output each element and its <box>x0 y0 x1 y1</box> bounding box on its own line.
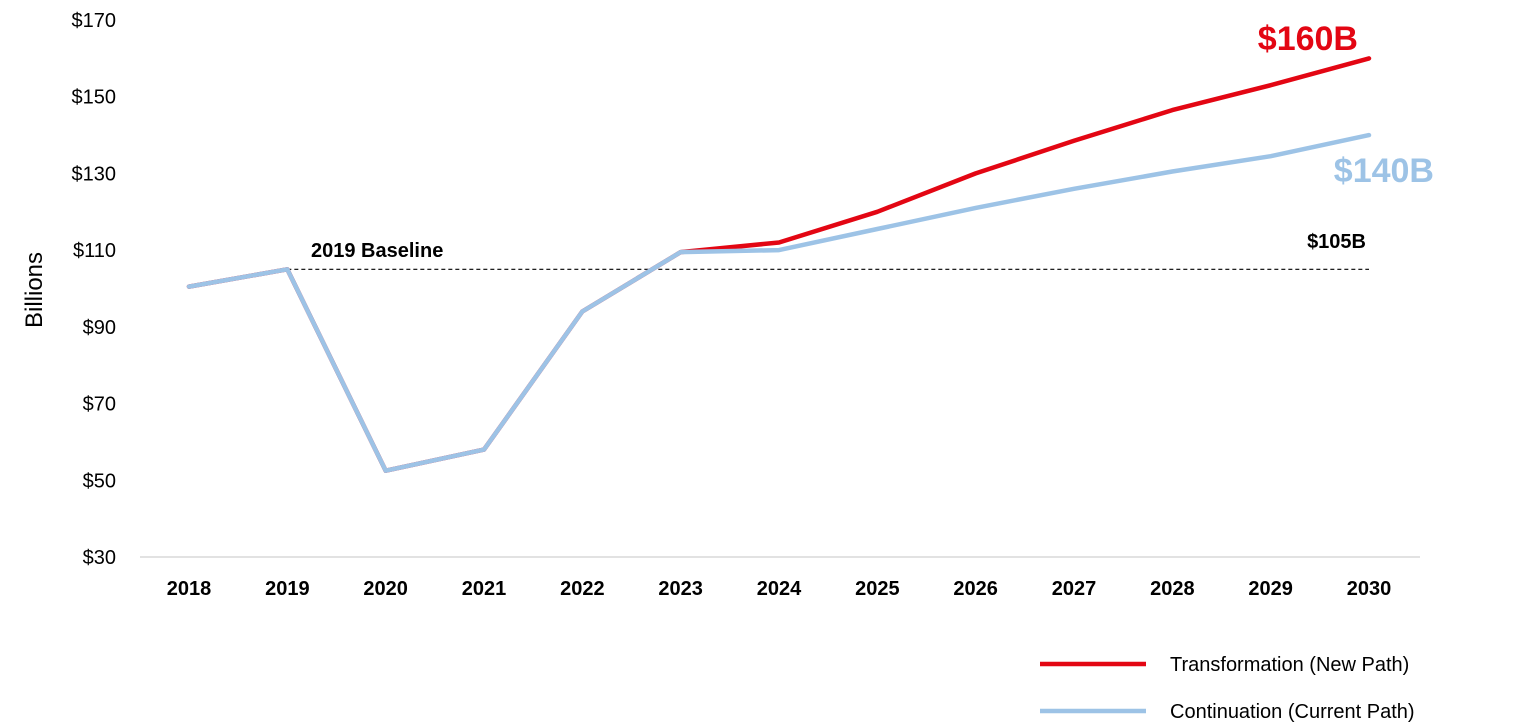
x-tick-label: 2022 <box>560 578 605 600</box>
x-tick-label: 2021 <box>462 578 507 600</box>
y-tick-label: $130 <box>72 163 117 185</box>
series-line-continuation <box>186 132 1372 473</box>
y-tick-labels: $30 $50 $70 $90 $110 $130 $150 $170 <box>72 10 117 569</box>
x-tick-label: 2028 <box>1150 578 1195 600</box>
y-tick-label: $170 <box>72 10 117 32</box>
y-axis-title: Billions <box>21 252 48 328</box>
x-tick-label: 2024 <box>757 578 802 600</box>
y-tick-label: $70 <box>83 394 116 416</box>
legend-label-continuation: Continuation (Current Path) <box>1170 701 1415 723</box>
x-tick-label: 2027 <box>1052 578 1097 600</box>
annotations-group: $160B $140B <box>1258 20 1434 190</box>
series-line-transformation <box>186 56 1372 473</box>
y-axis-title-group: Billions <box>21 252 48 328</box>
y-tick-label: $90 <box>83 317 116 339</box>
baseline-end-label: $105B <box>1307 231 1366 253</box>
y-tick-label: $150 <box>72 87 117 109</box>
y-tick-label: $110 <box>73 240 116 262</box>
y-tick-label: $30 <box>83 547 116 569</box>
baseline-label: 2019 Baseline <box>311 240 443 262</box>
x-tick-label: 2030 <box>1347 578 1392 600</box>
x-tick-label: 2020 <box>363 578 408 600</box>
series-lines <box>186 56 1372 473</box>
x-tick-label: 2019 <box>265 578 310 600</box>
annotation-continuation-end: $140B <box>1334 152 1434 190</box>
y-tick-label: $50 <box>83 470 116 492</box>
legend-label-transformation: Transformation (New Path) <box>1170 654 1409 676</box>
legend: Transformation (New Path) Continuation (C… <box>1040 654 1415 723</box>
x-tick-labels: 2018 2019 2020 2021 2022 2023 2024 2025 2026 2027… <box>167 578 1392 600</box>
x-tick-label: 2029 <box>1248 578 1293 600</box>
annotation-transformation-end: $160B <box>1258 20 1358 58</box>
x-tick-label: 2018 <box>167 578 212 600</box>
baseline-group: 2019 Baseline $105B <box>287 231 1369 270</box>
x-tick-label: 2023 <box>658 578 703 600</box>
x-tick-label: 2025 <box>855 578 900 600</box>
x-tick-label: 2026 <box>953 578 998 600</box>
